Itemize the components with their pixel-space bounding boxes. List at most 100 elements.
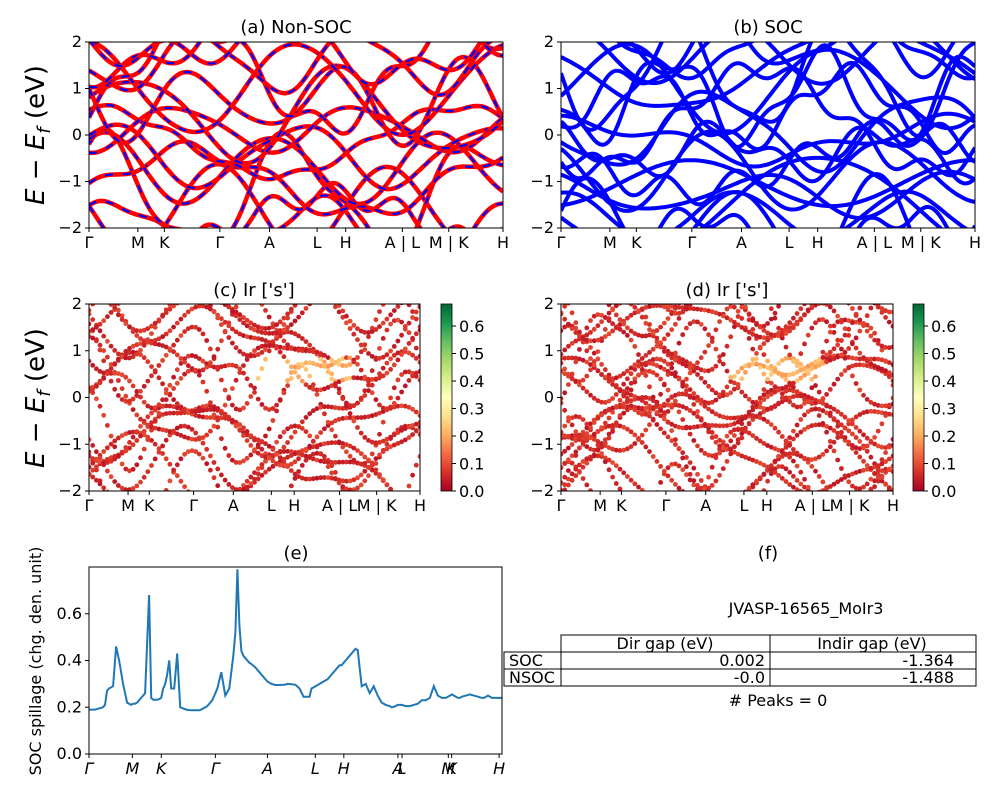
band-point <box>746 336 752 341</box>
band-point <box>798 417 804 422</box>
band-point <box>713 423 719 428</box>
band-point <box>717 358 722 364</box>
band-point <box>230 485 235 490</box>
band-point <box>391 362 397 368</box>
band-point <box>288 453 294 458</box>
band-point <box>698 447 704 453</box>
band-point <box>410 309 415 314</box>
band-point <box>739 376 745 382</box>
band-point <box>698 485 704 491</box>
band-point <box>145 469 151 475</box>
y-tick-label: 0 <box>544 125 554 144</box>
band-point <box>835 342 841 348</box>
band-point <box>864 313 870 319</box>
band-point <box>406 330 412 335</box>
band-point <box>373 461 379 466</box>
band-point <box>827 410 833 416</box>
band-point <box>296 365 301 370</box>
band-point <box>599 280 604 285</box>
band-point <box>824 410 829 416</box>
band-point <box>282 499 287 504</box>
band-point <box>886 374 892 380</box>
band-point <box>835 409 841 414</box>
band-point <box>680 383 686 389</box>
band-point <box>662 520 667 525</box>
band-point <box>661 382 667 388</box>
band-point <box>636 372 641 378</box>
band-point <box>673 357 678 363</box>
band-point <box>783 451 789 457</box>
band-point <box>562 482 568 488</box>
band-point <box>717 319 722 324</box>
band-point <box>754 322 759 327</box>
band-point <box>687 306 693 311</box>
band-point <box>315 284 320 289</box>
band-point <box>160 334 166 340</box>
band-point <box>201 274 206 279</box>
band-point <box>798 375 804 381</box>
band-point <box>274 439 279 445</box>
band-point <box>127 440 132 445</box>
band-point <box>569 460 575 466</box>
band-point <box>761 441 767 446</box>
band-point <box>266 348 272 354</box>
band-point <box>141 327 147 333</box>
band-point <box>639 306 645 312</box>
band-point <box>610 409 615 415</box>
band-point <box>112 523 117 528</box>
band-point <box>208 400 213 405</box>
band-point <box>362 461 368 466</box>
band-point <box>138 352 143 358</box>
band-point <box>861 295 866 300</box>
band-point <box>728 502 733 507</box>
band-point <box>119 317 125 322</box>
band-point <box>794 321 800 327</box>
band-point <box>827 357 833 363</box>
band-point <box>861 323 866 329</box>
band-point <box>241 405 246 411</box>
band-point <box>362 414 368 420</box>
band-point <box>761 406 767 411</box>
band-point <box>754 436 759 441</box>
band-point <box>798 469 804 475</box>
x-tick-label: H <box>761 496 773 515</box>
band-point <box>277 333 283 339</box>
band-point <box>714 264 719 269</box>
band-point <box>643 427 649 433</box>
band-point <box>680 425 686 431</box>
band-point <box>684 523 689 528</box>
panel-title: (e) <box>283 543 308 564</box>
band-point <box>196 304 202 309</box>
band-point <box>695 398 700 403</box>
band-point <box>119 354 125 359</box>
band-point <box>868 325 874 331</box>
band-point <box>248 383 254 388</box>
band-point <box>720 423 726 429</box>
band-point <box>886 487 892 491</box>
band-point <box>761 416 767 422</box>
band-point <box>842 349 848 355</box>
band-point <box>842 355 848 361</box>
band-point <box>561 396 564 401</box>
band-point <box>566 418 571 424</box>
band-point <box>809 361 815 367</box>
band-point <box>798 393 804 398</box>
x-tick-label: H <box>493 759 505 778</box>
band-point <box>395 350 401 356</box>
band-point <box>410 315 415 320</box>
x-tick-label: Γ <box>687 233 696 252</box>
band-point <box>839 477 844 482</box>
band-point <box>134 483 140 489</box>
band-point <box>373 376 379 382</box>
band-point <box>720 352 726 357</box>
band-point <box>377 262 382 267</box>
band-point <box>820 408 826 414</box>
band-point <box>358 461 364 467</box>
band-point <box>636 437 641 442</box>
band-point <box>779 448 785 453</box>
band-point <box>193 354 199 359</box>
band-point <box>163 428 169 433</box>
band-point <box>846 428 852 434</box>
